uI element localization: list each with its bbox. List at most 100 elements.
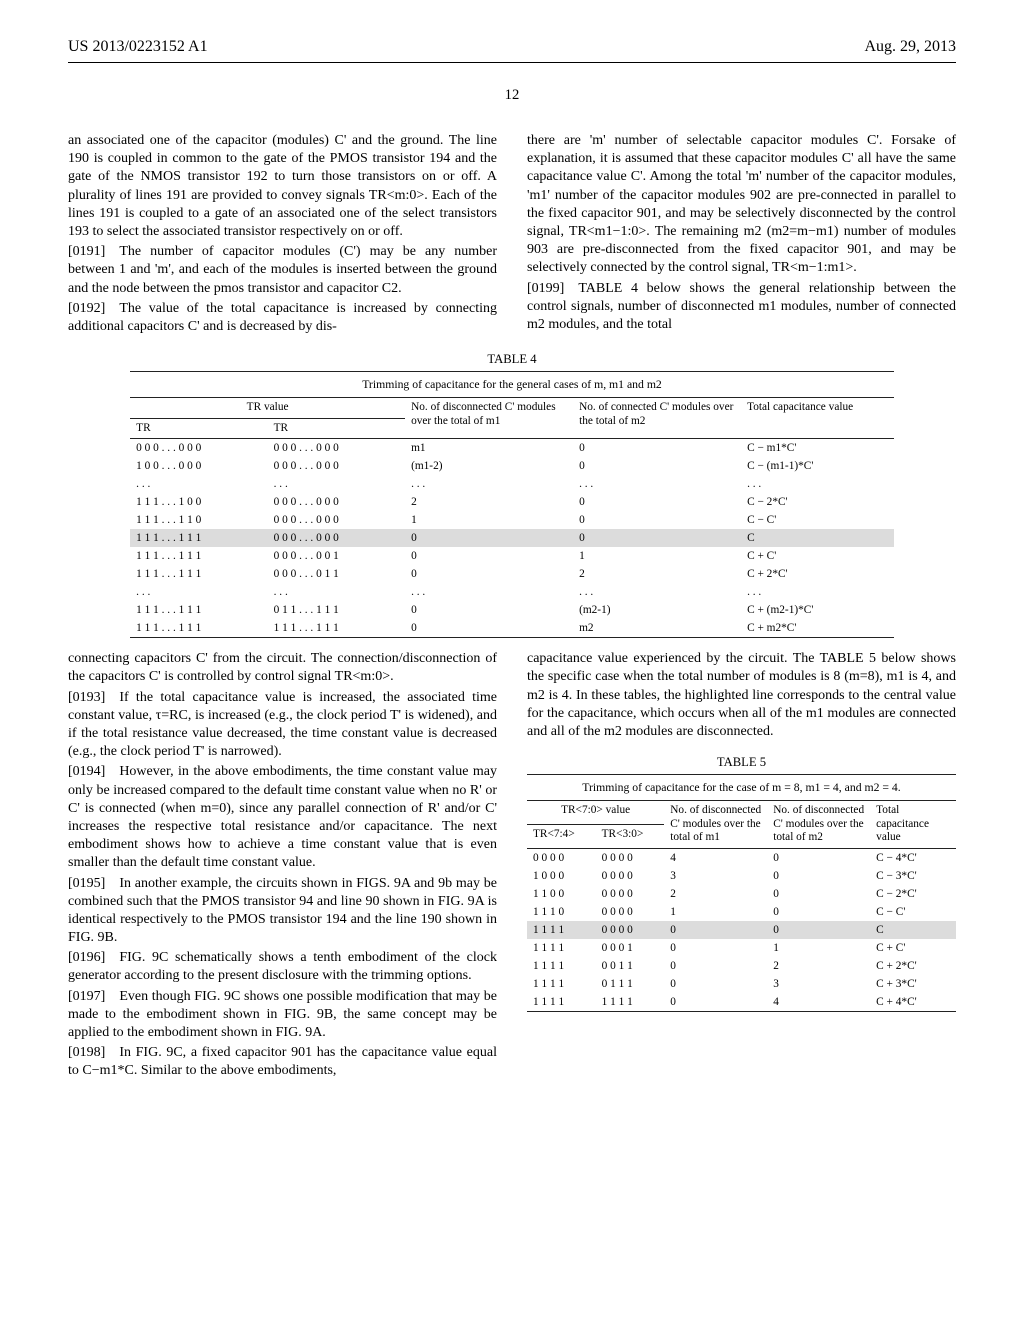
table-cell: 0 xyxy=(573,529,741,547)
table-cell: C − 3*C' xyxy=(870,867,956,885)
table-cell: 1 1 1 1 xyxy=(527,939,596,957)
table-cell: 0 0 0 0 xyxy=(596,921,665,939)
table-cell: 0 xyxy=(767,903,870,921)
table-header: TR<7:4> xyxy=(527,825,596,849)
table-cell: C − C' xyxy=(870,903,956,921)
table-row: 1 1 1 . . . 1 1 10 1 1 . . . 1 1 10(m2-1… xyxy=(130,601,894,619)
table-row: 1 1 1 10 1 1 103C + 3*C' xyxy=(527,975,956,993)
table-header: No. of connected C' modules over the tot… xyxy=(573,398,741,439)
table-cell: 0 xyxy=(767,885,870,903)
table-row: 1 1 1 10 0 0 101C + C' xyxy=(527,939,956,957)
table-cell: 1 1 1 . . . 1 1 0 xyxy=(130,511,267,529)
table-cell: 0 xyxy=(405,547,573,565)
paragraph: an associated one of the capacitor (modu… xyxy=(68,132,497,241)
table-cell: 0 xyxy=(664,957,767,975)
table-cell: C + 2*C' xyxy=(870,957,956,975)
table-cell: 0 xyxy=(767,848,870,867)
table-row: 1 1 1 . . . 1 1 00 0 0 . . . 0 0 010C − … xyxy=(130,511,894,529)
pub-number: US 2013/0223152 A1 xyxy=(68,38,208,56)
table-cell: C + m2*C' xyxy=(741,619,894,638)
table-cell: 1 1 1 1 xyxy=(596,993,665,1012)
table-cell: 2 xyxy=(573,565,741,583)
table4-caption: TABLE 4 xyxy=(68,352,956,367)
paragraph: [0193] If the total capacitance value is… xyxy=(68,689,497,762)
table-cell: 0 xyxy=(573,493,741,511)
upper-left-col: an associated one of the capacitor (modu… xyxy=(68,132,497,338)
table-cell: 1 0 0 0 xyxy=(527,867,596,885)
table-cell: 1 1 1 1 xyxy=(527,957,596,975)
table-cell: 3 xyxy=(664,867,767,885)
paragraph: [0199] TABLE 4 below shows the general r… xyxy=(527,280,956,335)
table-cell: 1 xyxy=(573,547,741,565)
table5: Trimming of capacitance for the case of … xyxy=(527,774,956,1012)
table-cell: 0 1 1 . . . 1 1 1 xyxy=(268,601,405,619)
table-header: Total capacitance value xyxy=(741,398,894,439)
paragraph: there are 'm' number of selectable capac… xyxy=(527,132,956,278)
table-cell: 0 0 0 . . . 0 0 0 xyxy=(268,493,405,511)
table-cell: 0 xyxy=(573,439,741,458)
patent-page: US 2013/0223152 A1 Aug. 29, 2013 12 an a… xyxy=(0,0,1024,1320)
table-cell: C xyxy=(870,921,956,939)
table-cell: 2 xyxy=(405,493,573,511)
table-cell: 0 xyxy=(767,867,870,885)
table-cell: 4 xyxy=(664,848,767,867)
page-number: 12 xyxy=(68,87,956,104)
table-cell: C + C' xyxy=(741,547,894,565)
table-row: 0 0 0 00 0 0 040C − 4*C' xyxy=(527,848,956,867)
table-cell: (m1-2) xyxy=(405,457,573,475)
table-cell: C − 2*C' xyxy=(870,885,956,903)
table-cell: C − (m1-1)*C' xyxy=(741,457,894,475)
table-cell: 0 0 0 0 xyxy=(596,885,665,903)
table-cell: 0 xyxy=(664,993,767,1012)
paragraph: [0197] Even though FIG. 9C shows one pos… xyxy=(68,988,497,1043)
pub-date: Aug. 29, 2013 xyxy=(864,38,956,56)
table-row: 1 1 1 11 1 1 104C + 4*C' xyxy=(527,993,956,1012)
table5-caption: TABLE 5 xyxy=(527,755,956,770)
table-row: . . .. . .. . .. . .. . . xyxy=(130,583,894,601)
table-cell: 1 1 0 0 xyxy=(527,885,596,903)
table4-wrap: TABLE 4 Trimming of capacitance for the … xyxy=(68,346,956,638)
table-cell: . . . xyxy=(741,475,894,493)
table-cell: 1 xyxy=(767,939,870,957)
table-cell: 2 xyxy=(767,957,870,975)
table-cell: 1 1 1 . . . 1 1 1 xyxy=(130,547,267,565)
table-cell: 1 1 1 1 xyxy=(527,975,596,993)
table-cell: 0 0 0 0 xyxy=(527,848,596,867)
table-cell: . . . xyxy=(405,475,573,493)
paragraph: [0192] The value of the total capacitanc… xyxy=(68,300,497,336)
table-cell: C + 4*C' xyxy=(870,993,956,1012)
paragraph: [0196] FIG. 9C schematically shows a ten… xyxy=(68,949,497,985)
table-cell: . . . xyxy=(130,475,267,493)
table-row: 1 1 1 . . . 1 1 10 0 0 . . . 0 0 000C xyxy=(130,529,894,547)
lower-right-col: capacitance value experienced by the cir… xyxy=(527,650,956,1082)
table-cell: 0 0 0 . . . 0 0 0 xyxy=(268,439,405,458)
table-cell: 1 0 0 . . . 0 0 0 xyxy=(130,457,267,475)
table-cell: 0 0 0 . . . 0 1 1 xyxy=(268,565,405,583)
table-cell: C − 4*C' xyxy=(870,848,956,867)
table-cell: C xyxy=(741,529,894,547)
paragraph: [0195] In another example, the circuits … xyxy=(68,875,497,948)
table-header: TR value xyxy=(130,398,405,419)
table-cell: 0 0 1 1 xyxy=(596,957,665,975)
table-cell: . . . xyxy=(268,475,405,493)
table-header: No. of disconnected C' modules over the … xyxy=(405,398,573,439)
table-cell: . . . xyxy=(268,583,405,601)
table-cell: 2 xyxy=(664,885,767,903)
table-title: Trimming of capacitance for the general … xyxy=(130,372,894,398)
table-cell: C + 2*C' xyxy=(741,565,894,583)
table-cell: (m2-1) xyxy=(573,601,741,619)
upper-right-col: there are 'm' number of selectable capac… xyxy=(527,132,956,338)
table-row: 1 1 1 . . . 1 0 00 0 0 . . . 0 0 020C − … xyxy=(130,493,894,511)
table-cell: . . . xyxy=(573,583,741,601)
paragraph: [0198] In FIG. 9C, a fixed capacitor 901… xyxy=(68,1044,497,1080)
table-cell: 1 xyxy=(405,511,573,529)
paragraph: capacitance value experienced by the cir… xyxy=(527,650,956,741)
table-cell: 0 xyxy=(664,975,767,993)
table-cell: 0 xyxy=(664,939,767,957)
table-cell: 0 0 0 . . . 0 0 1 xyxy=(268,547,405,565)
table-header: TR<3:0> xyxy=(596,825,665,849)
table-cell: 0 0 0 1 xyxy=(596,939,665,957)
table-cell: 1 1 1 1 xyxy=(527,921,596,939)
table-cell: 0 0 0 0 xyxy=(596,903,665,921)
table-cell: 1 1 1 . . . 1 1 1 xyxy=(268,619,405,638)
